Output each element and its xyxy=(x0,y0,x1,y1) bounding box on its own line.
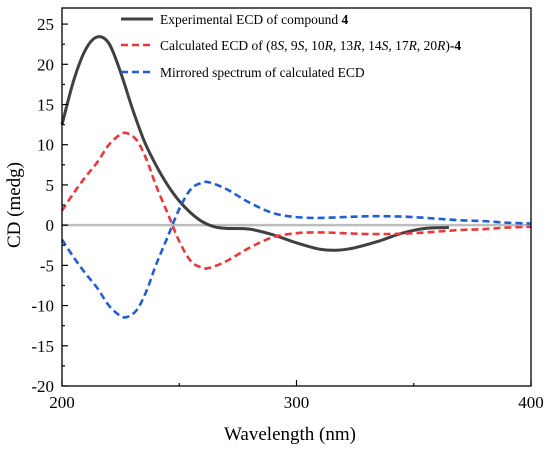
legend-item-mirrored: Mirrored spectrum of calculated ECD xyxy=(121,65,365,80)
x-tick-label: 300 xyxy=(284,393,310,412)
mirrored-ecd-line xyxy=(60,180,532,319)
y-tick-label: -5 xyxy=(40,256,54,275)
axes-layer: -20 -15 -10 -5 0 5 10 15 20 25 200 300 400 xyxy=(31,7,544,412)
y-tick-label: 15 xyxy=(37,96,54,115)
y-tick-label: 20 xyxy=(37,55,54,74)
legend-label: Experimental ECD of compound 4 xyxy=(160,12,348,27)
y-axis-label: CD (medg) xyxy=(4,162,25,248)
x-tick-label: 400 xyxy=(518,393,544,412)
x-axis-label: Wavelength (nm) xyxy=(224,424,356,445)
calculated-ecd-line xyxy=(60,131,532,270)
legend-item-experimental: Experimental ECD of compound 4 xyxy=(121,12,348,27)
x-tick-label: 200 xyxy=(49,393,75,412)
experimental-ecd-line xyxy=(60,35,449,252)
y-tick-label: -20 xyxy=(31,377,54,396)
series-layer xyxy=(60,35,532,319)
y-tick-label: 10 xyxy=(37,136,54,155)
y-tick-label: 25 xyxy=(37,15,54,34)
legend: Experimental ECD of compound 4 Calculated… xyxy=(121,12,461,80)
legend-label: Mirrored spectrum of calculated ECD xyxy=(160,65,365,80)
y-tick-label: -15 xyxy=(31,337,54,356)
y-tick-label: -10 xyxy=(31,297,54,316)
legend-label: Calculated ECD of (8S, 9S, 10R, 13R, 14S… xyxy=(160,38,461,53)
legend-item-calculated: Calculated ECD of (8S, 9S, 10R, 13R, 14S… xyxy=(121,38,461,53)
y-tick-label: 5 xyxy=(46,176,55,195)
y-tick-label: 0 xyxy=(46,216,55,235)
